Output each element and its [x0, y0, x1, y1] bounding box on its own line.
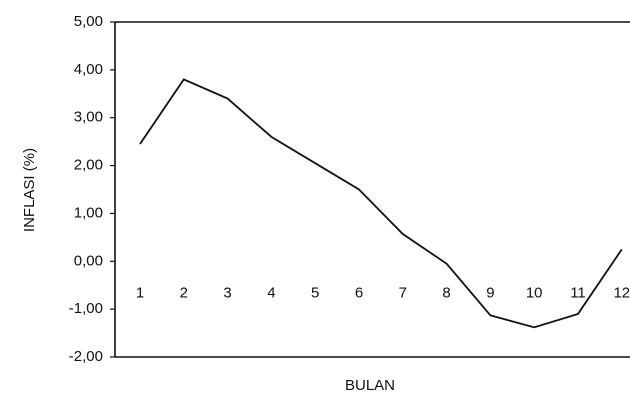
x-tick-label: 2 — [180, 284, 188, 301]
x-tick-label: 3 — [223, 284, 231, 301]
y-tick-label: 2,00 — [74, 157, 103, 174]
y-tick-label: 4,00 — [74, 61, 103, 78]
y-axis-title: INFLASI (%) — [21, 148, 38, 232]
x-tick-label: 10 — [526, 284, 543, 301]
x-tick-label: 8 — [442, 284, 450, 301]
line — [139, 78, 623, 329]
x-tick-label: 12 — [613, 284, 630, 301]
y-tick-label: 5,00 — [74, 13, 103, 30]
x-tick-label: 6 — [355, 284, 363, 301]
x-tick-label: 9 — [486, 284, 494, 301]
x-tick-label: 11 — [570, 284, 586, 301]
x-tick-label: 7 — [399, 284, 407, 301]
x-tick-label: 5 — [311, 284, 319, 301]
x-tick-label: 4 — [267, 284, 275, 301]
x-axis-title: BULAN — [345, 377, 395, 394]
y-tick-label: 0,00 — [74, 252, 103, 269]
y-tick-label: 3,00 — [74, 109, 103, 126]
y-tick-label: -2,00 — [69, 348, 103, 365]
y-tick-label: -1,00 — [69, 300, 103, 317]
y-tick-label: 1,00 — [74, 204, 103, 221]
x-tick-label: 1 — [136, 284, 144, 301]
